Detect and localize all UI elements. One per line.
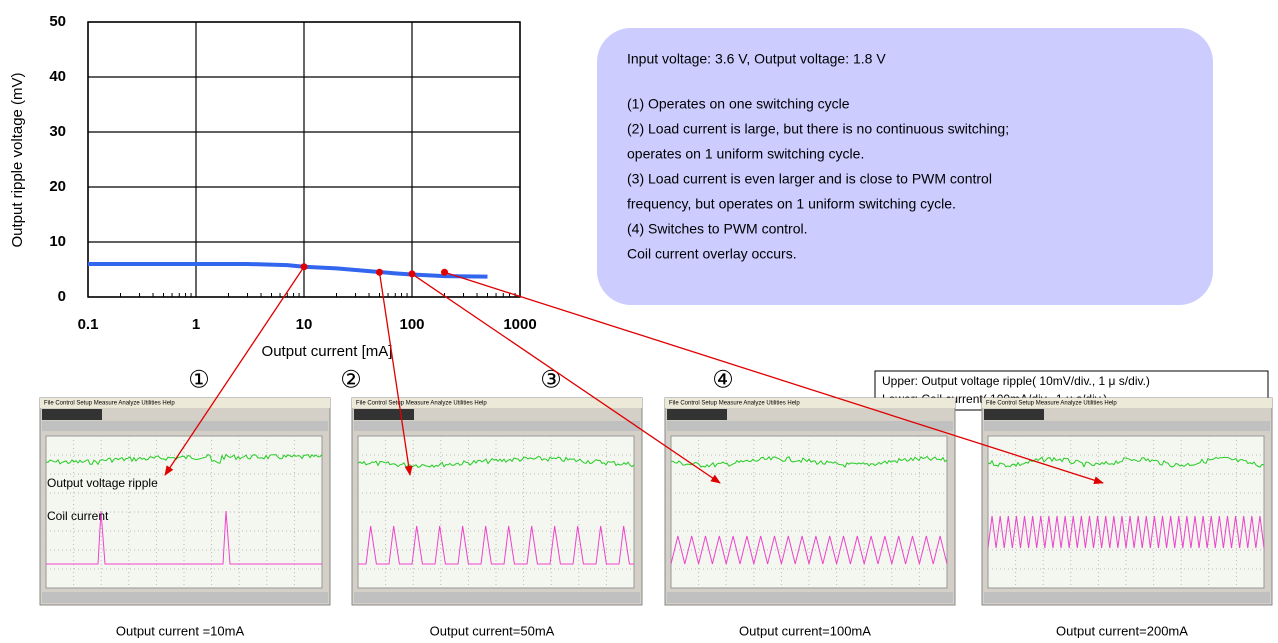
x-tick-label: 10 [296,316,313,333]
scope-screen: File Control Setup Measure Analyze Utili… [982,398,1272,605]
scope-screen: File Control Setup Measure Analyze Utili… [665,398,955,605]
marker: ① [188,366,210,393]
scope-screen: File Control Setup Measure Analyze Utili… [40,398,330,605]
y-tick-label: 50 [49,13,66,30]
note-line: (2) Load current is large, but there is … [627,121,1009,137]
note-box [597,28,1213,305]
note-line: (3) Load current is even larger and is c… [627,171,992,187]
caption: Output current=50mA [430,623,555,638]
x-tick-label: 1000 [503,316,536,333]
figure: Output ripple voltage (mV) Output curren… [0,0,1278,643]
scope-screen: File Control Setup Measure Analyze Utili… [352,398,642,605]
point [441,269,448,276]
x-tick-label: 100 [399,316,424,333]
note-line: (1) Operates on one switching cycle [627,96,850,112]
note-line: (4) Switches to PWM control. [627,221,808,237]
point [301,263,308,270]
scope-toolbar [667,592,953,603]
scope-menu: File Control Setup Measure Analyze Utili… [44,401,175,407]
marker: ③ [540,366,562,393]
caption: Output current =10mA [116,623,245,638]
scope-channel-row [984,421,1270,431]
scope-label: Output voltage ripple [47,476,158,490]
x-axis-title: Output current [mA] [262,343,393,360]
marker: ② [340,366,362,393]
scope-toolbar [354,592,640,603]
marker: ④ [712,366,734,393]
y-tick-label: 20 [49,178,66,195]
y-tick-label: 0 [58,288,66,305]
scope-status [667,409,727,420]
scope-channel-row [667,421,953,431]
point [409,270,416,277]
scope-channel-row [42,421,328,431]
note-line: frequency, but operates on 1 uniform swi… [627,196,956,212]
x-tick-label: 1 [192,316,200,333]
scope-menu: File Control Setup Measure Analyze Utili… [356,401,487,407]
scope-status [984,409,1044,420]
scope-legend: Upper: Output voltage ripple( 10mV/div.,… [882,374,1150,388]
scope-status [354,409,414,420]
y-tick-label: 10 [49,233,66,250]
scope-label: Coil current [47,509,109,523]
note-line: Coil current overlay occurs. [627,246,797,262]
caption: Output current=100mA [739,623,871,638]
scope-menu: File Control Setup Measure Analyze Utili… [669,401,800,407]
note-line: Input voltage: 3.6 V, Output voltage: 1.… [627,51,886,67]
x-tick-label: 0.1 [78,316,99,333]
y-tick-label: 30 [49,123,66,140]
y-axis-title: Output ripple voltage (mV) [9,72,26,247]
scope-menu: File Control Setup Measure Analyze Utili… [986,401,1117,407]
point [376,269,383,276]
scope-status [42,409,102,420]
y-tick-label: 40 [49,68,66,85]
scope-toolbar [42,592,328,603]
note-line: operates on 1 uniform switching cycle. [627,146,864,162]
caption: Output current=200mA [1056,623,1188,638]
scope-channel-row [354,421,640,431]
scope-toolbar [984,592,1270,603]
